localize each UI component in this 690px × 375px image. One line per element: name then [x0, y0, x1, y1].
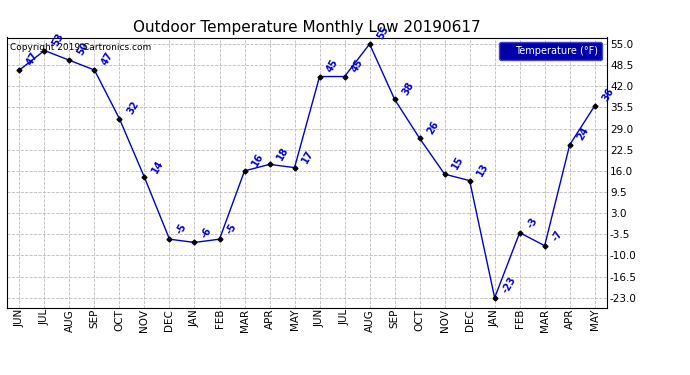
Text: 36: 36: [600, 86, 615, 103]
Text: 45: 45: [350, 57, 366, 74]
Text: 16: 16: [250, 152, 266, 168]
Text: 13: 13: [475, 161, 491, 178]
Text: 32: 32: [125, 99, 141, 116]
Title: Outdoor Temperature Monthly Low 20190617: Outdoor Temperature Monthly Low 20190617: [133, 20, 481, 35]
Text: 45: 45: [325, 57, 341, 74]
Text: 14: 14: [150, 158, 166, 175]
Text: 17: 17: [300, 148, 315, 165]
Text: 50: 50: [75, 41, 90, 57]
Text: 38: 38: [400, 80, 415, 96]
Text: 15: 15: [450, 154, 466, 171]
Text: -6: -6: [200, 225, 214, 240]
Text: 55: 55: [375, 24, 391, 41]
Text: -23: -23: [500, 275, 518, 295]
Text: Copyright 2019 Cartronics.com: Copyright 2019 Cartronics.com: [10, 43, 151, 52]
Text: 26: 26: [425, 119, 441, 136]
Text: -5: -5: [175, 222, 189, 236]
Text: 47: 47: [25, 51, 41, 67]
Text: -5: -5: [225, 222, 239, 236]
Text: 18: 18: [275, 145, 290, 162]
Text: 53: 53: [50, 31, 66, 48]
Legend: Temperature (°F): Temperature (°F): [499, 42, 602, 60]
Text: 47: 47: [100, 51, 115, 67]
Text: -7: -7: [550, 229, 564, 243]
Text: -3: -3: [525, 216, 540, 230]
Text: 24: 24: [575, 125, 591, 142]
